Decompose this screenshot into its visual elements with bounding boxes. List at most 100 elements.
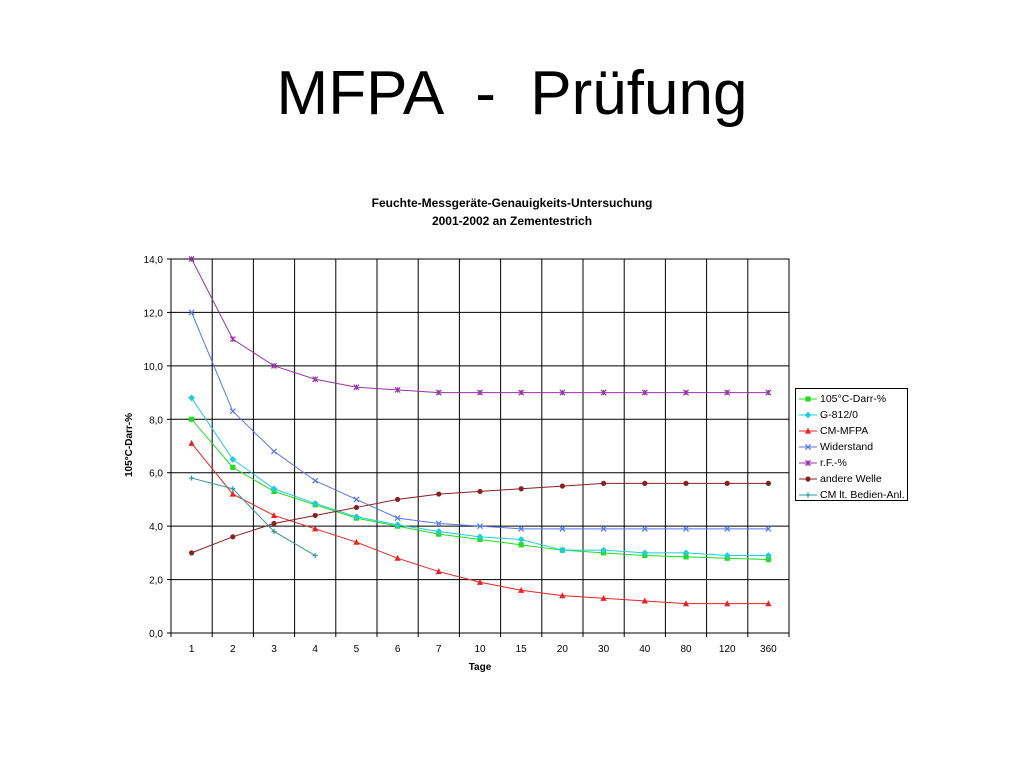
series-2-point: [435, 528, 443, 535]
series-2-point: [517, 536, 525, 543]
series-6-point: [724, 480, 730, 486]
series-3-point: [229, 490, 236, 497]
x-tick-label: 120: [719, 644, 736, 655]
y-axis-label: 105°C-Darr-%: [124, 413, 135, 477]
series-2-point: [682, 549, 690, 557]
series-5-point: [229, 336, 236, 343]
legend-label: r.F.-%: [820, 457, 847, 469]
series-3-point: [518, 586, 525, 593]
series-4-point: [559, 525, 566, 532]
series-4-point: [435, 520, 442, 527]
series-4-point: [518, 525, 525, 532]
series-7-line: [191, 477, 316, 556]
legend-label: CM lt. Bedien-Anl.: [820, 489, 905, 501]
series-3-point: [476, 578, 484, 585]
series-5-point: [435, 389, 442, 396]
series-1-point: [518, 542, 524, 548]
series-5-point: [682, 389, 690, 396]
axes: [167, 258, 790, 637]
series-6-point: [189, 550, 195, 556]
series-2-point: [559, 546, 566, 554]
series-5-point: [724, 389, 731, 396]
series-6-point: [559, 483, 566, 489]
series-4-point: [724, 525, 731, 532]
series-1-point: [230, 464, 236, 470]
series-4-point: [765, 525, 772, 532]
legend-swatch-marker: [805, 396, 811, 402]
x-tick-label: 5: [354, 644, 360, 655]
legend-swatch-marker: [804, 459, 812, 467]
legend-item: andere Welle: [799, 471, 907, 487]
series-7-point: [189, 475, 195, 481]
series-3-point: [765, 600, 772, 607]
series-3-point: [270, 512, 278, 519]
chart-title-line-2: 2001-2002 an Zementestrich: [431, 214, 593, 228]
legend-swatch: [799, 459, 817, 467]
series-6-point: [312, 512, 318, 519]
series-3-point: [353, 538, 360, 545]
legend-label: CM-MFPA: [820, 425, 869, 437]
series-4-point: [353, 496, 360, 503]
series-2-point: [229, 455, 237, 463]
x-tick-label: 15: [516, 644, 528, 655]
x-tick-label: 4: [312, 644, 318, 655]
series-6-point: [436, 491, 442, 497]
series-6-point: [518, 486, 524, 492]
series-3-point: [394, 554, 401, 561]
series-5-point: [476, 389, 484, 396]
x-tick-label: 2: [230, 644, 236, 655]
series-5-point: [270, 362, 278, 369]
series-7: [189, 475, 318, 559]
series-4-point: [682, 525, 690, 532]
x-tick-label: 7: [436, 644, 442, 655]
legend-swatch-marker: [805, 476, 811, 482]
series-2-point: [394, 521, 401, 529]
series-2-point: [188, 394, 195, 402]
series-2-point: [765, 552, 772, 559]
legend-swatch: [799, 427, 817, 434]
series-3-point: [682, 600, 690, 607]
series-5-point: [518, 389, 525, 396]
legend-swatch-marker: [805, 492, 811, 498]
series-3-point: [312, 525, 319, 532]
legend-label: Widerstand: [820, 441, 874, 453]
series-1-point: [189, 416, 195, 422]
legend-item: 105°C-Darr-%: [799, 391, 907, 407]
series-3-point: [188, 439, 195, 446]
series-2-point: [311, 500, 319, 507]
legend-swatch-marker: [804, 411, 812, 419]
series-2-point: [600, 546, 607, 554]
legend-item: CM lt. Bedien-Anl.: [799, 487, 907, 503]
series-1-point: [765, 556, 771, 563]
series-4-point: [641, 525, 648, 532]
legend-swatch: [799, 411, 817, 419]
y-tick-label: 10,0: [144, 362, 164, 373]
chart-title-line-1: Feuchte-Messgeräte-Genauigkeits-Untersuc…: [371, 196, 653, 210]
x-tick-label: 30: [598, 644, 610, 655]
x-tick-labels: 1 2 3 4 5 6 7 10 15 20 30 40 80 120 360: [189, 644, 777, 655]
series-5-point: [600, 389, 607, 396]
series-4-point: [229, 408, 236, 415]
plot-area: [171, 259, 789, 633]
legend-swatch-marker: [804, 443, 812, 451]
series-2-point: [723, 552, 731, 559]
series-4: [188, 309, 772, 532]
y-tick-label: 6,0: [149, 469, 163, 480]
legend-swatch-marker: [804, 427, 812, 434]
series-5-point: [312, 376, 319, 383]
series-7-point: [312, 552, 318, 559]
x-tick-label: 40: [639, 644, 651, 655]
legend-label: andere Welle: [820, 473, 882, 485]
x-tick-label: 20: [557, 644, 569, 655]
series-6-point: [230, 534, 236, 540]
x-tick-label: 10: [474, 644, 486, 655]
series-5-point: [188, 255, 195, 263]
series-5-point: [559, 389, 566, 396]
y-tick-label: 2,0: [149, 576, 163, 587]
x-tick-label: 1: [189, 644, 195, 655]
series-3-point: [600, 594, 607, 601]
series-2: [188, 394, 772, 559]
series-4-point: [270, 448, 278, 455]
series-6-point: [683, 480, 689, 486]
series-7-point: [230, 486, 236, 492]
